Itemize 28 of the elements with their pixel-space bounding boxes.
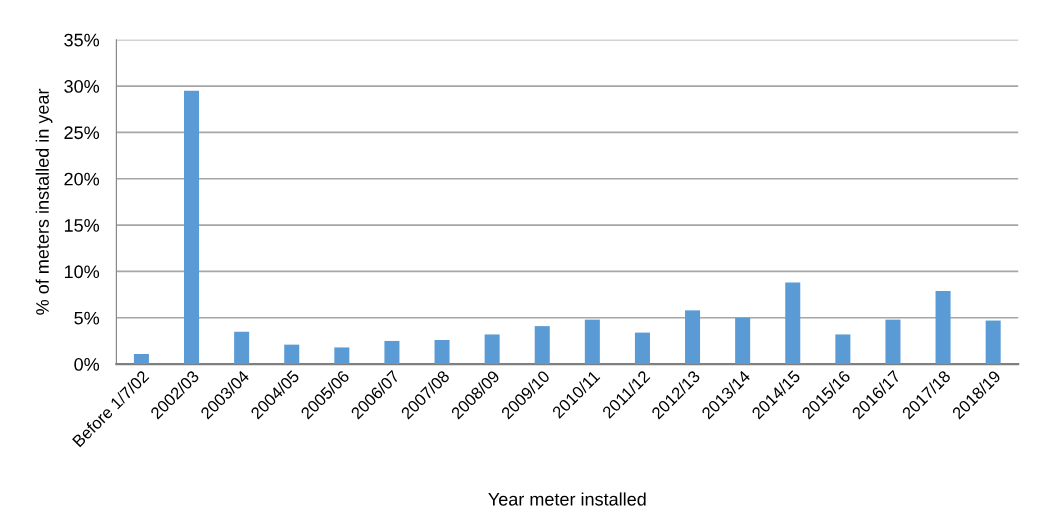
bar <box>835 334 851 365</box>
y-tick-label: 20% <box>64 172 100 186</box>
bar <box>484 334 500 365</box>
bar <box>534 326 550 365</box>
bar <box>584 319 600 365</box>
bar <box>785 282 801 365</box>
y-tick-label: 30% <box>64 80 100 93</box>
bar <box>685 310 701 365</box>
bar <box>384 340 400 365</box>
bar <box>133 353 149 365</box>
bar <box>985 320 1001 365</box>
bar <box>434 340 450 365</box>
bar <box>234 331 250 365</box>
y-tick-label: 5% <box>74 311 100 325</box>
x-axis-title: Year meter installed <box>488 492 646 506</box>
bar <box>935 290 951 365</box>
bar <box>735 317 751 365</box>
y-axis-title: % of meters installed in year <box>35 88 53 315</box>
y-tick-label: 10% <box>64 265 100 279</box>
y-tick-label: 15% <box>64 219 100 232</box>
bar <box>184 90 200 365</box>
y-tick-label: 0% <box>74 358 100 371</box>
bar <box>284 344 300 365</box>
bar <box>634 332 650 365</box>
bar <box>885 319 901 365</box>
bar <box>334 347 350 365</box>
y-tick-label: 25% <box>64 126 100 140</box>
y-tick-label: 35% <box>64 33 100 47</box>
